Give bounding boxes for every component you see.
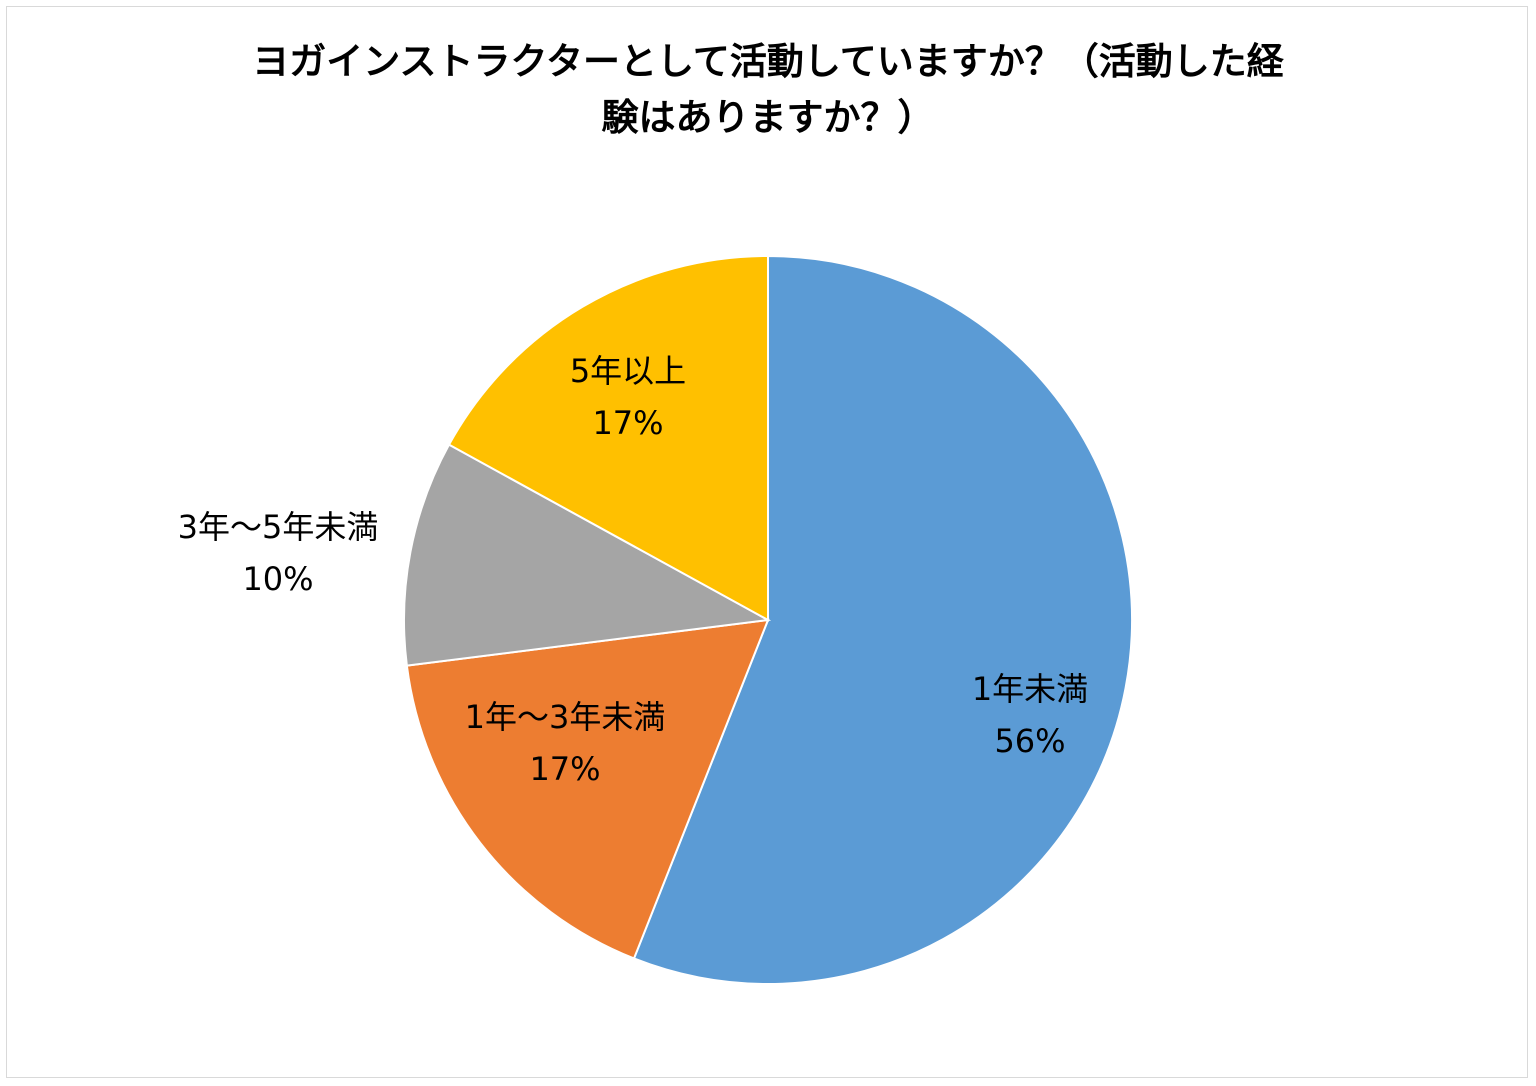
pie-slice-4 — [447, 254, 769, 622]
slice-percent-label-1: 56% — [994, 722, 1065, 760]
chart-title: ヨガインストラクターとして活動していますか？（活動した経 験はありますか？） — [100, 34, 1436, 146]
pie-slice-3 — [402, 443, 772, 667]
slice-category-label-2: 1年～3年未満 — [465, 698, 666, 736]
slice-percent-label-4: 17% — [592, 404, 663, 442]
slice-category-label-3: 3年～5年未満 — [178, 508, 379, 546]
chart-title-line-2: 験はありますか？） — [601, 96, 935, 139]
slice-percent-label-2: 17% — [529, 750, 600, 788]
pie-slice-2 — [405, 618, 770, 960]
slice-percent-label-3: 10% — [242, 560, 313, 598]
chart-title-line-1: ヨガインストラクターとして活動していますか？（活動した経 — [252, 40, 1284, 83]
slice-category-label-4: 5年以上 — [570, 352, 686, 390]
pie-slice-1 — [632, 254, 1133, 985]
slice-category-label-1: 1年未満 — [972, 670, 1088, 708]
